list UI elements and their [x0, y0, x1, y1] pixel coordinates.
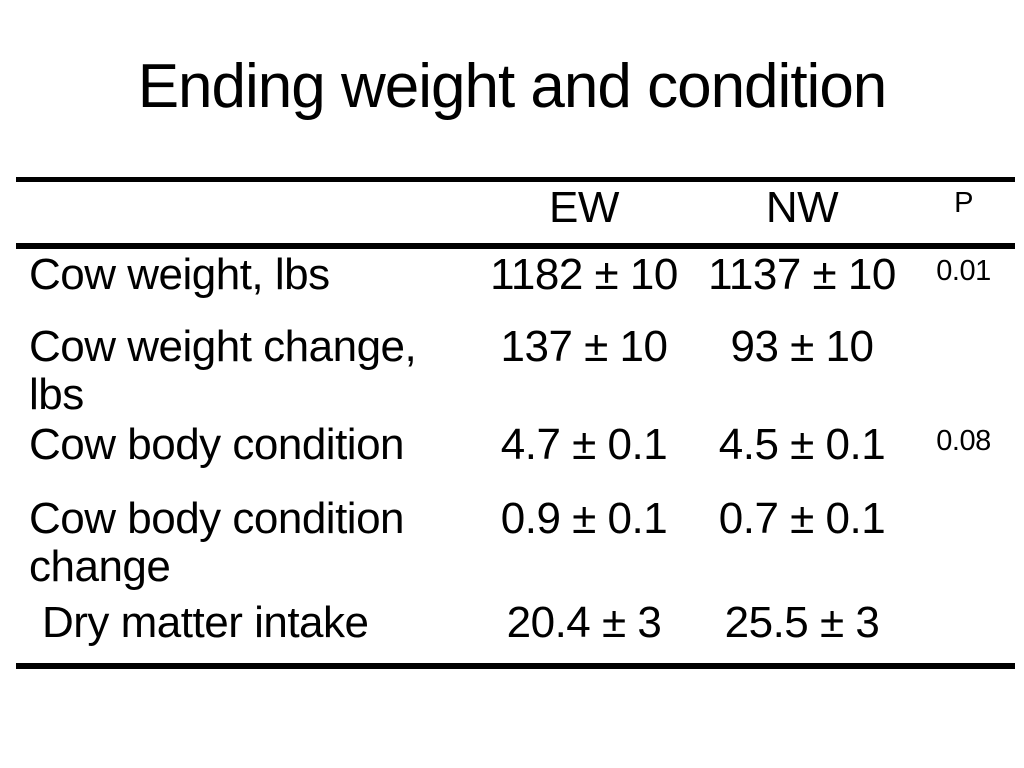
p-value — [912, 321, 1015, 419]
table-row: Dry matter intake 20.4 ± 3 25.5 ± 3 — [16, 597, 1015, 666]
nw-value: 93 ± 10 — [730, 322, 874, 371]
table-row: Cow body condition change 0.9 ± 0.1 0.7 … — [16, 493, 1015, 597]
ew-value: 1182 ± 10 — [490, 250, 678, 299]
column-header-empty — [16, 180, 476, 247]
ew-value: 20.4 ± 3 — [506, 598, 662, 647]
p-value: 0.08 — [936, 425, 991, 457]
table-header-row: EW NW P — [16, 179, 1015, 247]
nw-value: 0.7 ± 0.1 — [718, 494, 886, 543]
column-header-p: P — [954, 187, 973, 219]
p-value — [912, 493, 1015, 597]
results-table: EW NW P Cow weight, lbs 1182 ± 10 1137 ±… — [16, 177, 1015, 669]
column-header-nw: NW — [765, 183, 839, 232]
table-row: Cow weight, lbs 1182 ± 10 1137 ± 10 0.01 — [16, 246, 1015, 321]
nw-value: 25.5 ± 3 — [724, 598, 880, 647]
p-value — [912, 597, 1015, 666]
ew-value: 137 ± 10 — [500, 322, 668, 371]
table-row: Cow body condition 4.7 ± 0.1 4.5 ± 0.1 0… — [16, 419, 1015, 493]
page-title: Ending weight and condition — [137, 52, 888, 121]
row-label: Cow body condition — [29, 420, 405, 469]
p-value: 0.01 — [936, 255, 991, 287]
table-row: Cow weight change, lbs 137 ± 10 93 ± 10 — [16, 321, 1015, 419]
column-header-ew: EW — [549, 183, 619, 232]
nw-value: 4.5 ± 0.1 — [718, 420, 886, 469]
ew-value: 4.7 ± 0.1 — [500, 420, 668, 469]
row-label: Dry matter intake — [42, 598, 369, 647]
row-label: Cow weight change, lbs — [29, 322, 417, 419]
ew-value: 0.9 ± 0.1 — [500, 494, 668, 543]
nw-value: 1137 ± 10 — [708, 250, 896, 299]
row-label: Cow body condition change — [29, 494, 405, 591]
row-label: Cow weight, lbs — [29, 250, 330, 299]
